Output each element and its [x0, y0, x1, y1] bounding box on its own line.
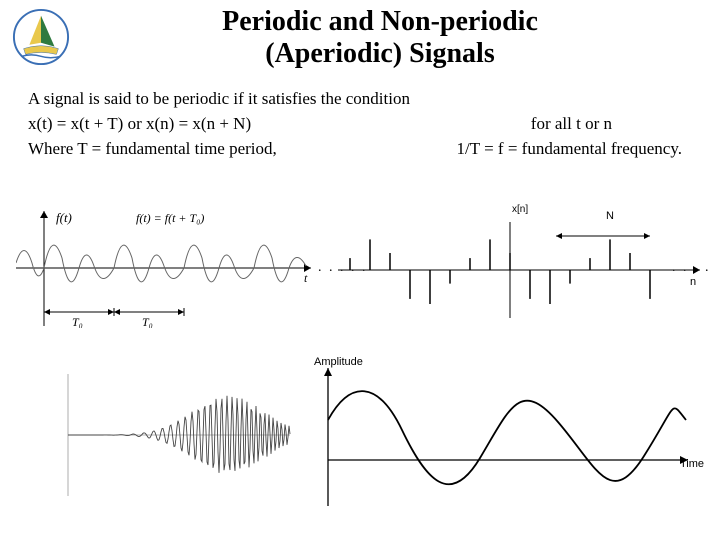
- n-axis-label: n: [690, 276, 696, 288]
- university-logo: [12, 8, 70, 66]
- slide-title-block: Periodic and Non-periodic (Aperiodic) Si…: [0, 0, 720, 70]
- body-line-3-right: 1/T = f = fundamental frequency.: [457, 138, 692, 161]
- chart-amplitude-time: [310, 360, 700, 510]
- ellipsis-right: . . . .: [672, 260, 711, 276]
- N-label: N: [606, 210, 614, 222]
- amplitude-label: Amplitude: [314, 356, 363, 368]
- chart-continuous-periodic: f(t) f(t) = f(t + T₀) t T₀ T₀: [16, 208, 316, 328]
- chart-aperiodic: [64, 370, 294, 500]
- body-line-1: A signal is said to be periodic if it sa…: [28, 88, 692, 111]
- body-line-2-right: for all t or n: [531, 113, 692, 136]
- ellipsis-left: . . . . .: [318, 260, 368, 276]
- charts-region: f(t) f(t) = f(t + T₀) t T₀ T₀ x[n] N n .…: [0, 190, 720, 540]
- time-label: Time: [680, 458, 704, 470]
- title-line-1: Periodic and Non-periodic: [70, 6, 690, 38]
- body-line-2-left: x(t) = x(t + T) or x(n) = x(n + N): [28, 113, 251, 136]
- body-text: A signal is said to be periodic if it sa…: [0, 70, 720, 161]
- ft-label: f(t): [56, 210, 72, 225]
- body-line-3-left: Where T = fundamental time period,: [28, 138, 277, 161]
- T0-label-2: T₀: [142, 315, 153, 328]
- ft-eq-label: f(t) = f(t + T₀): [136, 211, 204, 225]
- xn-label: x[n]: [512, 204, 528, 215]
- title-line-2: (Aperiodic) Signals: [70, 38, 690, 70]
- t-label: t: [304, 271, 308, 285]
- chart-discrete-periodic: [334, 208, 704, 328]
- T0-label-1: T₀: [72, 315, 83, 328]
